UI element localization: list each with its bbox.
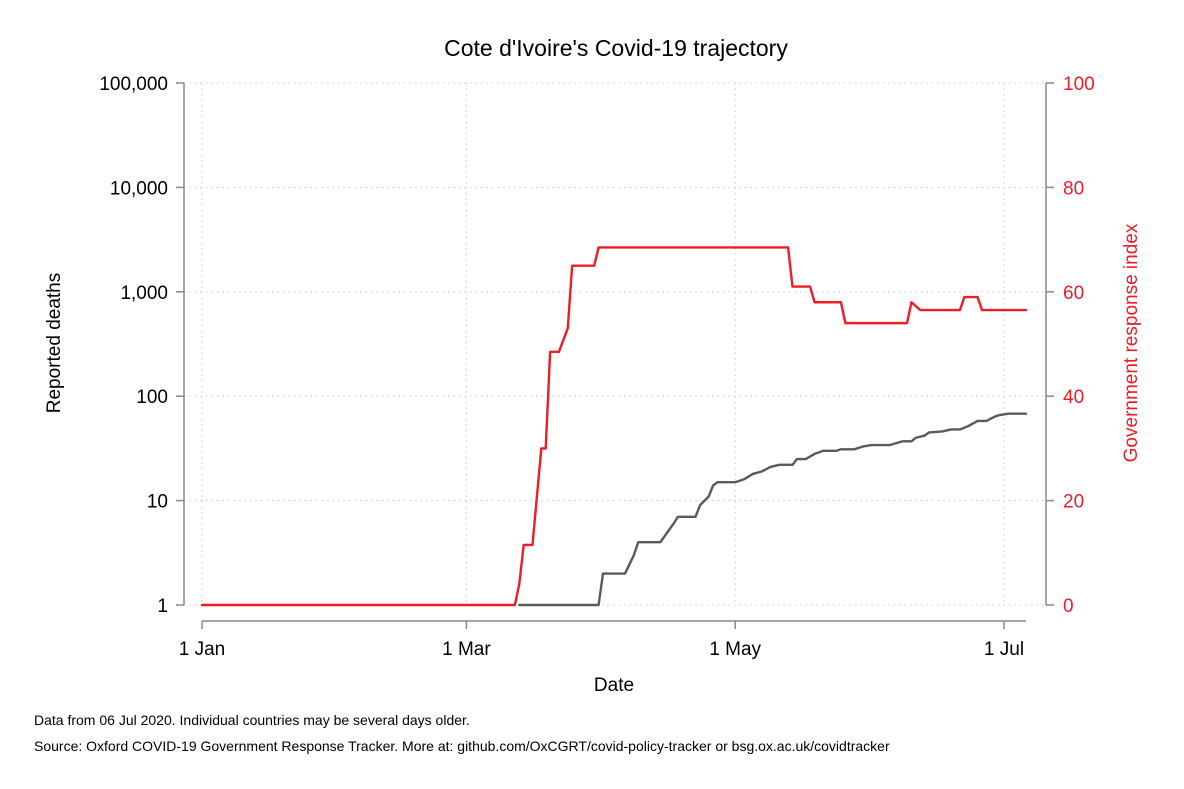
y-tick-label-3: 1,000 <box>120 283 168 304</box>
x-tick-label-1: 1 Mar <box>442 639 491 660</box>
y-tick-label-1: 10 <box>147 492 168 513</box>
y2-axis-label: Government response index <box>1121 223 1142 462</box>
source-note: Source: Oxford COVID-19 Government Respo… <box>34 738 890 754</box>
y2-tick-label-5: 100 <box>1063 74 1095 95</box>
series-lines <box>200 246 1028 607</box>
response-index-line <box>200 246 1028 607</box>
y-tick-label-4: 10,000 <box>110 178 168 199</box>
y2-tick-label-2: 40 <box>1063 387 1084 408</box>
axes: 1 10 100 1,000 10,000 100,000 0 20 40 60 80 100 1 Ja… <box>99 74 1094 660</box>
y2-tick-label-4: 80 <box>1063 178 1084 199</box>
y2-tick-label-0: 0 <box>1063 596 1074 617</box>
y-tick-label-5: 100,000 <box>99 74 168 95</box>
y2-tick-label-1: 20 <box>1063 492 1084 513</box>
chart-title: Cote d'Ivoire's Covid-19 trajectory <box>444 35 788 61</box>
y2-tick-label-3: 60 <box>1063 283 1084 304</box>
data-date-note: Data from 06 Jul 2020. Individual countr… <box>34 712 470 728</box>
y-tick-label-2: 100 <box>136 387 168 408</box>
deaths-line <box>518 412 1028 607</box>
y-tick-label-0: 1 <box>157 596 168 617</box>
x-axis-label: Date <box>594 675 634 696</box>
x-tick-label-2: 1 May <box>709 639 761 660</box>
grid-lines <box>184 82 1046 606</box>
y-axis-label: Reported deaths <box>44 273 65 414</box>
x-tick-label-3: 1 Jul <box>984 639 1024 660</box>
x-tick-label-0: 1 Jan <box>179 639 225 660</box>
